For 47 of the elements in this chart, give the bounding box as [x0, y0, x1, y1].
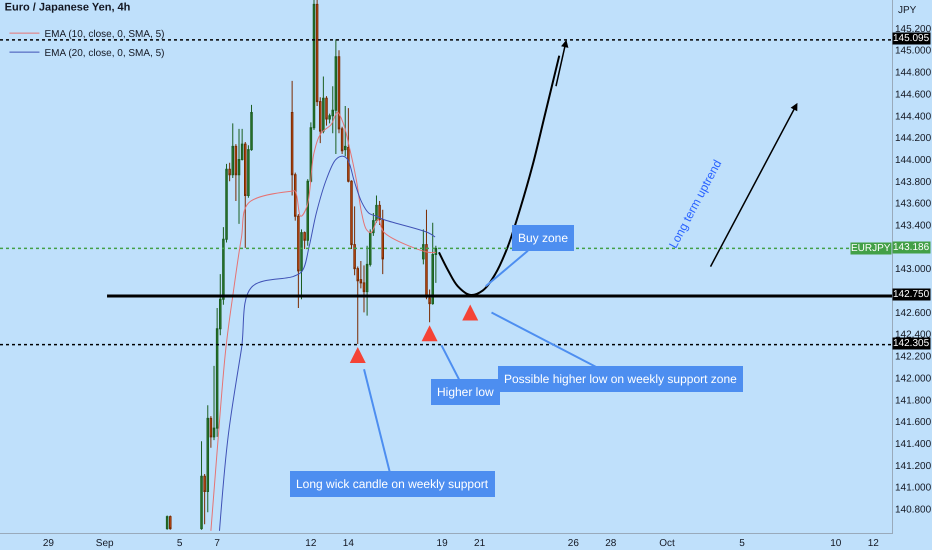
x-tick-label: 14 [342, 538, 354, 549]
y-tick-label: 141.800 [895, 395, 932, 406]
legend-label: EMA (10, close, 0, SMA, 5) [44, 29, 165, 40]
x-tick-label: 19 [436, 538, 448, 549]
y-tick-label: 144.400 [895, 111, 932, 122]
x-tick-label: Oct [659, 538, 676, 549]
y-tick-label: 143.400 [895, 220, 932, 232]
y-tick-label: 143.800 [895, 176, 932, 188]
y-tick-label: 144.000 [895, 154, 932, 166]
annotation: Higher low [437, 385, 494, 399]
y-tick-label: 141.400 [895, 438, 932, 450]
x-tick-label: 21 [474, 538, 486, 549]
x-tick-label: Sep [96, 538, 114, 549]
x-tick-label: 12 [305, 538, 317, 549]
annotation: EURJPY [851, 243, 891, 254]
ref-line-label: 142.750 [893, 289, 930, 300]
x-tick-label: 26 [568, 538, 580, 549]
annotation: Buy zone [518, 231, 568, 245]
ref-line-label: 142.305 [893, 338, 930, 349]
y-tick-label: 140.800 [895, 504, 932, 516]
x-tick-label: 10 [830, 538, 842, 549]
y-tick-label: 144.600 [895, 89, 932, 100]
y-tick-label: 142.600 [895, 308, 932, 319]
x-tick-label: 12 [868, 538, 880, 549]
x-tick-label: 29 [42, 538, 54, 549]
y-tick-label: 143.600 [895, 198, 932, 210]
x-tick-label: 5 [176, 538, 183, 549]
x-tick-label: 7 [214, 538, 220, 549]
annotation: Long wick candle on weekly support [296, 477, 489, 491]
y-tick-label: 141.600 [895, 417, 932, 428]
annotation: Possible higher low on weekly support zone [504, 372, 738, 386]
y-tick-label: 145.000 [895, 46, 932, 57]
y-tick-label: 144.200 [895, 133, 932, 144]
x-tick-label: 28 [605, 538, 617, 549]
ref-line-label: 143.186 [893, 242, 930, 253]
legend-label: EMA (20, close, 0, SMA, 5) [44, 48, 165, 60]
chart-title: Euro / Japanese Yen, 4h [4, 1, 131, 14]
y-tick-label: 141.200 [895, 460, 932, 472]
y-tick-label: 142.000 [895, 373, 932, 384]
y-tick-label: 143.000 [895, 264, 932, 276]
y-tick-label: 144.800 [895, 68, 932, 79]
y-tick-label: 141.000 [895, 482, 932, 494]
y-tick-label: 142.200 [895, 352, 932, 363]
y-axis-title: JPY [898, 5, 917, 16]
ref-line-label: 145.095 [893, 33, 930, 44]
x-tick-label: 5 [739, 538, 746, 549]
y-tick-label: 145.200 [895, 24, 932, 35]
